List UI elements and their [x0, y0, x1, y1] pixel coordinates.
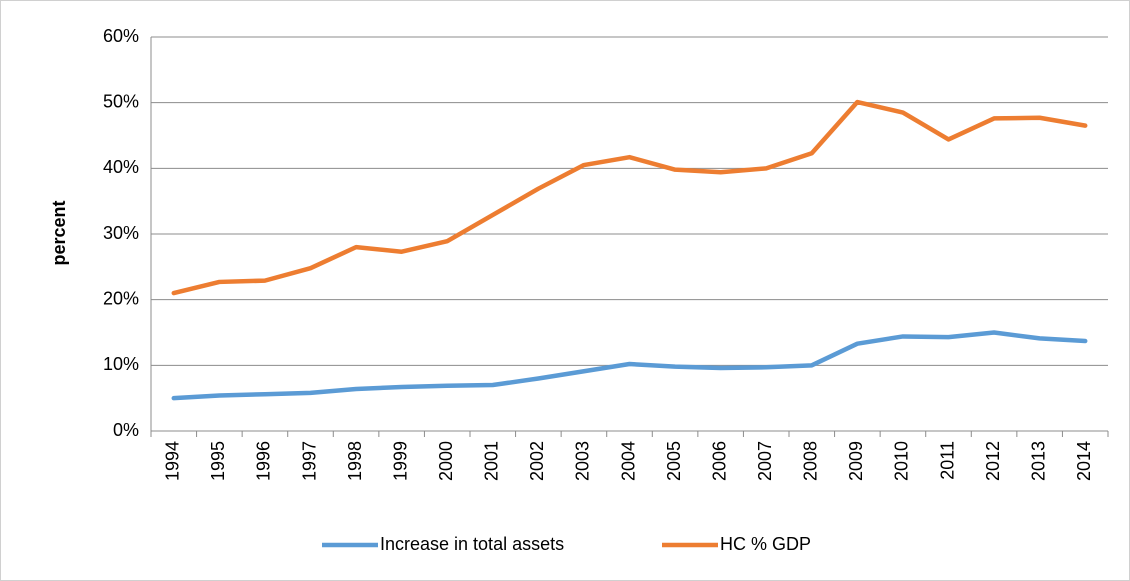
- x-tick-label: 2000: [436, 441, 456, 481]
- x-tick-label: 2004: [618, 441, 638, 481]
- y-tick-label: 10%: [103, 354, 139, 374]
- x-tick-label: 2003: [573, 441, 593, 481]
- y-axis-label: percent: [49, 200, 69, 265]
- x-tick-label: 2002: [527, 441, 547, 481]
- legend-label: Increase in total assets: [380, 534, 564, 554]
- x-tick-label: 1994: [163, 441, 183, 481]
- x-tick-label: 2006: [709, 441, 729, 481]
- x-tick-label: 1999: [390, 441, 410, 481]
- x-tick-label: 2012: [983, 441, 1003, 481]
- x-tick-label: 2007: [755, 441, 775, 481]
- x-tick-label: 2011: [937, 441, 957, 480]
- x-tick-label: 2010: [892, 441, 912, 481]
- series-line: [171, 99, 1088, 296]
- x-tick-label: 1995: [208, 441, 228, 481]
- y-tick-label: 30%: [103, 223, 139, 243]
- x-tick-label: 1996: [254, 441, 274, 481]
- x-tick-label: 2009: [846, 441, 866, 481]
- x-tick-label: 2008: [801, 441, 821, 481]
- x-tick-label: 1997: [299, 441, 319, 481]
- y-tick-label: 0%: [113, 420, 139, 440]
- y-tick-label: 20%: [103, 288, 139, 308]
- series-line: [171, 330, 1088, 401]
- y-tick-label: 50%: [103, 91, 139, 111]
- x-tick-label: 2013: [1028, 441, 1048, 481]
- x-tick-label: 2014: [1074, 441, 1094, 481]
- y-tick-label: 40%: [103, 157, 139, 177]
- legend-label: HC % GDP: [720, 534, 811, 554]
- y-tick-label: 60%: [103, 26, 139, 46]
- x-tick-label: 1998: [345, 441, 365, 481]
- x-tick-label: 2001: [482, 441, 502, 481]
- x-tick-label: 2005: [664, 441, 684, 481]
